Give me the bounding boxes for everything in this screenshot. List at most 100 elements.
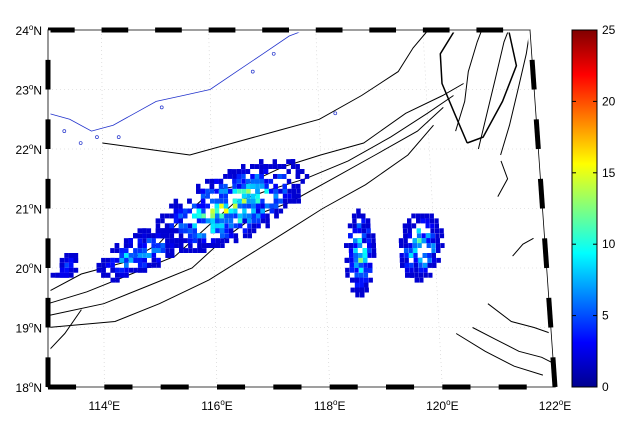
density-cell	[174, 243, 179, 248]
density-cell	[366, 223, 371, 229]
density-cell	[260, 213, 265, 219]
density-cell	[205, 203, 210, 209]
density-cell	[237, 218, 243, 224]
density-cell	[178, 213, 183, 219]
density-cell	[417, 243, 422, 248]
density-cell	[232, 183, 237, 189]
density-cell	[296, 198, 301, 204]
density-cell	[287, 188, 292, 194]
colorbar-tick-label: 5	[602, 309, 609, 323]
density-cell	[68, 253, 74, 258]
density-cell	[423, 262, 428, 268]
density-cell	[282, 174, 287, 179]
density-cell	[128, 243, 133, 248]
density-cell	[416, 233, 422, 239]
density-cell	[427, 253, 432, 258]
density-cell	[372, 253, 377, 258]
density-cell	[282, 183, 287, 189]
density-cell	[232, 169, 237, 174]
density-cell	[431, 243, 436, 248]
density-cell	[232, 178, 237, 184]
density-cell	[201, 203, 206, 209]
density-cell	[296, 188, 301, 194]
density-cell	[73, 257, 79, 263]
density-cell	[147, 253, 152, 258]
density-cell	[201, 233, 207, 239]
density-cell	[432, 257, 437, 263]
density-cell	[403, 238, 408, 244]
density-cell	[209, 188, 215, 194]
density-cell	[282, 188, 287, 194]
density-cell	[250, 193, 256, 199]
colorbar-tick-label: 10	[602, 237, 616, 251]
density-cell	[147, 262, 152, 268]
density-cell	[281, 164, 287, 169]
density-cell	[196, 218, 202, 224]
isobath-line	[477, 29, 510, 150]
density-cell	[255, 188, 260, 194]
density-cell	[425, 218, 430, 224]
density-cell	[300, 178, 305, 184]
density-cell	[265, 213, 270, 219]
density-cell	[215, 228, 220, 234]
density-cell	[416, 228, 421, 234]
density-cell	[241, 169, 246, 174]
density-cell	[146, 228, 152, 234]
density-cell	[404, 267, 410, 273]
density-cell	[278, 208, 284, 214]
density-cell	[224, 223, 229, 229]
density-cell	[197, 238, 202, 244]
density-cell	[96, 262, 102, 268]
density-cell	[232, 203, 238, 209]
density-cell	[155, 233, 161, 239]
density-cell	[439, 233, 445, 239]
density-cell	[428, 272, 433, 278]
density-cell	[142, 228, 147, 234]
density-cell	[349, 253, 354, 258]
density-cell	[214, 178, 219, 184]
isobath-line	[47, 124, 434, 328]
density-cell	[183, 213, 188, 219]
density-cell	[407, 218, 412, 224]
density-cell	[196, 208, 202, 214]
density-cell	[290, 159, 296, 165]
density-cell	[123, 243, 129, 248]
density-cell	[164, 228, 170, 234]
density-cell	[119, 272, 125, 278]
density-cell	[259, 164, 264, 169]
density-cell	[59, 267, 65, 273]
density-cell	[357, 238, 362, 244]
density-cell	[251, 228, 257, 234]
density-cell	[201, 213, 206, 219]
density-cell	[178, 243, 184, 248]
density-cell	[246, 193, 251, 199]
lon-label: 116oE	[201, 398, 233, 413]
density-cell	[173, 208, 179, 214]
frame-border	[47, 29, 556, 388]
density-cell	[209, 183, 215, 189]
density-cell	[115, 277, 120, 283]
density-cell	[110, 248, 115, 253]
density-cell	[414, 277, 419, 283]
density-cell	[268, 164, 273, 169]
density-cell	[348, 248, 354, 253]
density-cell	[233, 208, 238, 214]
density-cell	[350, 277, 355, 283]
density-cell	[124, 272, 129, 278]
density-cell	[237, 213, 243, 219]
density-cell	[304, 174, 310, 179]
colorbar-tick-label: 0	[602, 380, 609, 394]
density-cell	[233, 238, 239, 244]
density-cell	[219, 193, 224, 199]
density-cell	[183, 248, 189, 253]
density-cell	[169, 233, 175, 239]
density-cell	[273, 198, 279, 204]
density-cell	[354, 272, 359, 278]
density-cell	[178, 223, 184, 229]
density-cell	[64, 262, 69, 268]
density-cell	[73, 253, 79, 258]
density-cell	[251, 198, 256, 204]
density-cell	[215, 243, 221, 248]
density-cell	[425, 213, 430, 219]
